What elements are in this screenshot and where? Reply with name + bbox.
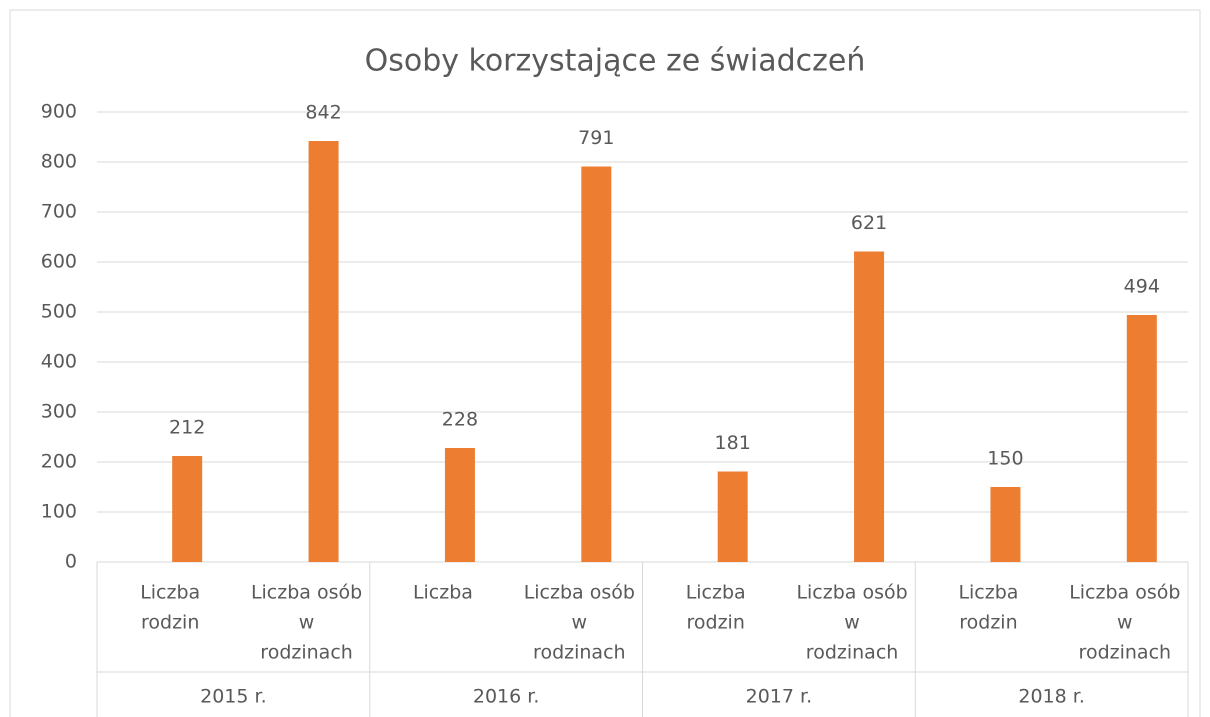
x-tick-label: Liczba xyxy=(958,582,1018,604)
y-tick-label: 500 xyxy=(41,301,77,323)
value-label: 150 xyxy=(987,448,1023,470)
x-tick-label: rodzinach xyxy=(533,642,626,664)
bar xyxy=(444,448,475,562)
bar xyxy=(717,471,748,562)
y-tick-label: 400 xyxy=(41,351,77,373)
chart-title: Osoby korzystające ze świadczeń xyxy=(365,44,866,79)
y-tick-label: 900 xyxy=(41,101,77,123)
x-tick-label: Liczba osób xyxy=(251,582,362,604)
x-tick-label: Liczba osób xyxy=(1069,582,1180,604)
bar xyxy=(308,141,339,562)
value-label: 791 xyxy=(578,127,614,149)
x-tick-label: rodzinach xyxy=(260,642,353,664)
x-tick-label: rodzinach xyxy=(1079,642,1172,664)
value-label: 494 xyxy=(1124,276,1160,298)
group-label: 2018 r. xyxy=(1018,686,1085,708)
x-tick-label: rodzin xyxy=(959,612,1017,634)
x-tick-label: Liczba osób xyxy=(796,582,907,604)
x-tick-label: rodzin xyxy=(141,612,199,634)
y-tick-label: 100 xyxy=(41,501,77,523)
y-tick-label: 800 xyxy=(41,151,77,173)
x-tick-label: w xyxy=(299,612,315,634)
value-label: 621 xyxy=(851,212,887,234)
x-tick-label: Liczba xyxy=(686,582,746,604)
value-label: 212 xyxy=(169,417,205,439)
group-label: 2016 r. xyxy=(473,686,540,708)
y-tick-label: 600 xyxy=(41,251,77,273)
x-tick-label: w xyxy=(1117,612,1133,634)
x-tick-label: w xyxy=(572,612,588,634)
value-label: 228 xyxy=(442,409,478,431)
x-tick-label: Liczba osób xyxy=(524,582,635,604)
group-label: 2017 r. xyxy=(746,686,813,708)
y-tick-label: 700 xyxy=(41,201,77,223)
x-tick-label: Liczba xyxy=(140,582,200,604)
y-tick-label: 0 xyxy=(65,551,77,573)
x-tick-label: rodzinach xyxy=(806,642,899,664)
y-tick-label: 300 xyxy=(41,401,77,423)
bar xyxy=(1126,315,1157,562)
bar xyxy=(990,487,1021,562)
bar xyxy=(854,251,885,562)
y-tick-label: 200 xyxy=(41,451,77,473)
x-tick-label: Liczba xyxy=(413,582,473,604)
group-label: 2015 r. xyxy=(200,686,267,708)
bar xyxy=(581,166,612,562)
bar xyxy=(172,456,203,562)
value-label: 842 xyxy=(305,102,341,124)
value-label: 181 xyxy=(715,432,751,454)
x-tick-label: w xyxy=(844,612,860,634)
x-tick-label: rodzin xyxy=(687,612,745,634)
